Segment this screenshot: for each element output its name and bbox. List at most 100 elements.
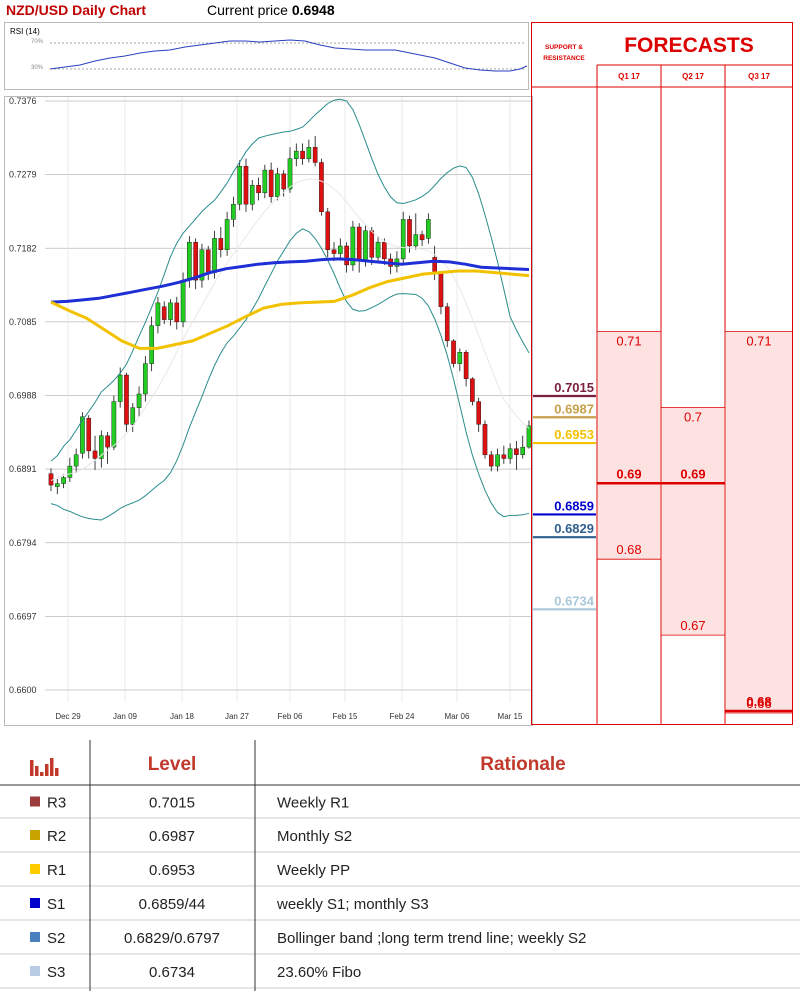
- quarter-label: Q2 17: [682, 72, 704, 81]
- x-tick-label: Jan 09: [113, 712, 138, 721]
- candle-down: [369, 230, 375, 258]
- candle-down: [514, 448, 519, 455]
- sr-level-value: 0.7015: [554, 380, 594, 395]
- candle-down: [407, 219, 412, 247]
- candle-up: [262, 169, 268, 194]
- price-chart: 0.7376 0.7279 0.7182 0.7085 0.6988 0.6891 0.67…: [9, 96, 532, 721]
- candle-down: [218, 238, 224, 250]
- candle-down: [105, 435, 110, 448]
- current-price-label: Current price: [207, 2, 288, 18]
- rsi-label: RSI (14): [10, 27, 40, 36]
- candle-up: [155, 302, 161, 326]
- level-tag: R2: [47, 828, 66, 845]
- sr-header-line2: RESISTANCE: [543, 55, 585, 62]
- candle-down: [344, 245, 349, 266]
- candle-down: [300, 150, 305, 159]
- candle-up: [199, 249, 205, 281]
- x-tick-label: Mar 06: [445, 712, 470, 721]
- candle-up: [80, 416, 85, 454]
- bar-chart-icon: [30, 758, 59, 776]
- candle-down: [451, 340, 456, 364]
- price-chart-panel: 0.7376 0.7279 0.7182 0.7085 0.6988 0.6891 0.67…: [4, 96, 533, 726]
- candle-down: [463, 352, 469, 380]
- candle-up: [338, 245, 343, 254]
- candle-up: [61, 477, 66, 484]
- candle-down: [356, 226, 362, 262]
- level-value: 0.6953: [149, 862, 195, 879]
- forecast-high-value: 0.7: [684, 409, 702, 424]
- forecast-main-value: 0.69: [616, 466, 641, 481]
- level-value: 0.6734: [149, 964, 195, 981]
- level-rationale: Bollinger band ;long term trend line; we…: [277, 930, 586, 947]
- candle-down: [92, 450, 98, 459]
- candle-up: [350, 226, 356, 266]
- level-tag: R1: [47, 862, 66, 879]
- candle-down: [268, 169, 274, 197]
- candle-down: [501, 454, 507, 459]
- candle-down: [438, 272, 444, 307]
- candle-up: [495, 454, 500, 467]
- candle-down: [319, 162, 324, 213]
- level-value: 0.6987: [149, 828, 195, 845]
- candle-down: [312, 147, 318, 163]
- candle-down: [124, 374, 129, 425]
- level-rationale: Weekly R1: [277, 795, 349, 812]
- rsi-line: [49, 39, 528, 72]
- forecast-range-fill: [662, 407, 724, 636]
- candle-down: [382, 241, 387, 260]
- candle-up: [413, 234, 419, 247]
- y-tick-label: 0.6891: [9, 464, 37, 474]
- candle-up: [426, 219, 431, 239]
- level-header: Level: [148, 754, 197, 775]
- candle-up: [224, 219, 230, 250]
- level-color-swatch: [30, 932, 40, 942]
- candle-down: [161, 306, 167, 320]
- forecast-high-value: 0.71: [616, 333, 641, 348]
- candle-up: [293, 150, 299, 159]
- rsi-tick-70: 70%: [31, 39, 44, 45]
- moving-average-1: [50, 257, 530, 304]
- y-tick-label: 0.6600: [9, 685, 37, 695]
- candle-down: [432, 257, 437, 273]
- candle-up: [375, 241, 381, 258]
- candle-up: [212, 238, 217, 273]
- candle-up: [231, 204, 236, 220]
- rsi-plot: [49, 39, 528, 72]
- sr-level-value: 0.6987: [554, 401, 594, 416]
- y-tick-label: 0.7279: [9, 170, 37, 180]
- candle-down: [470, 378, 475, 402]
- candle-up: [67, 465, 73, 478]
- candle-up: [168, 302, 173, 320]
- candle-down: [444, 306, 450, 342]
- candle-up: [306, 147, 312, 159]
- candle-up: [130, 407, 136, 425]
- forecast-main-value: 0.68: [746, 694, 771, 709]
- candle-up: [54, 483, 60, 487]
- levels-table: Level Rationale R3 0.7015 Weekly R1 R2 0.6987 M…: [0, 740, 800, 996]
- candle-up: [99, 435, 104, 459]
- bollinger-lower: [50, 228, 530, 521]
- forecast-low-value: 0.67: [680, 618, 705, 633]
- candle-up: [136, 393, 142, 408]
- candle-down: [256, 185, 261, 194]
- candle-up: [275, 173, 280, 197]
- level-color-swatch: [30, 898, 40, 908]
- sr-level-value: 0.6734: [554, 593, 595, 608]
- candle-down: [482, 424, 488, 455]
- level-color-swatch: [30, 796, 40, 807]
- candle-down: [325, 211, 331, 250]
- candle-up: [400, 219, 406, 260]
- y-tick-label: 0.6697: [9, 611, 37, 621]
- forecast-range-fill: [726, 331, 792, 711]
- sr-header-line1: SUPPORT &: [545, 44, 583, 51]
- level-value: 0.7015: [149, 795, 195, 812]
- candle-up: [507, 448, 513, 459]
- level-color-swatch: [30, 966, 40, 976]
- level-value: 0.6859/44: [139, 896, 206, 913]
- candle-up: [520, 446, 526, 455]
- rsi-tick-30: 30%: [31, 65, 44, 71]
- forecasts-title: FORECASTS: [624, 34, 754, 57]
- forecast-high-value: 0.71: [746, 333, 771, 348]
- level-rationale: 23.60% Fibo: [277, 964, 361, 981]
- sr-level-value: 0.6953: [554, 427, 594, 442]
